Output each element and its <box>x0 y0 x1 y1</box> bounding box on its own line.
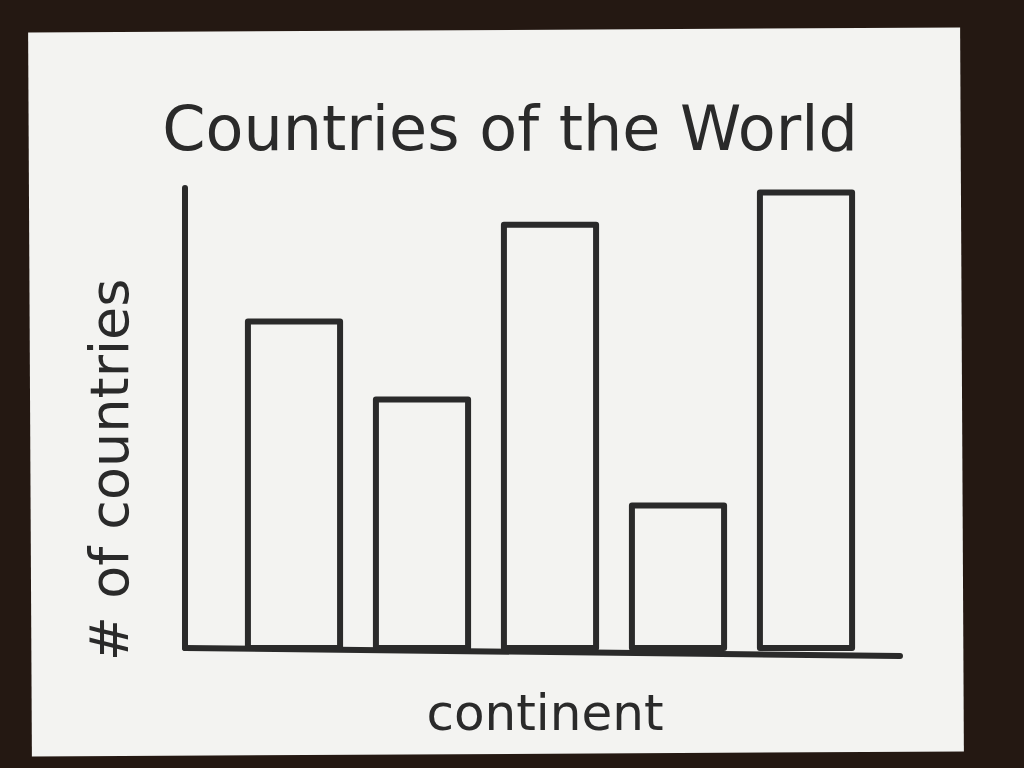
bar <box>632 505 724 648</box>
x-axis-label: continent <box>426 684 663 742</box>
bar <box>504 225 596 648</box>
paper <box>28 28 964 757</box>
bar <box>248 321 340 648</box>
background <box>0 0 1024 768</box>
chart: Countries of the World # of countries cont… <box>0 0 1024 768</box>
bars <box>248 193 852 648</box>
bar <box>760 193 852 648</box>
title: Countries of the World <box>162 92 858 165</box>
y-axis <box>182 188 188 648</box>
y-axis-label: # of countries <box>78 279 141 662</box>
bar <box>376 400 468 648</box>
